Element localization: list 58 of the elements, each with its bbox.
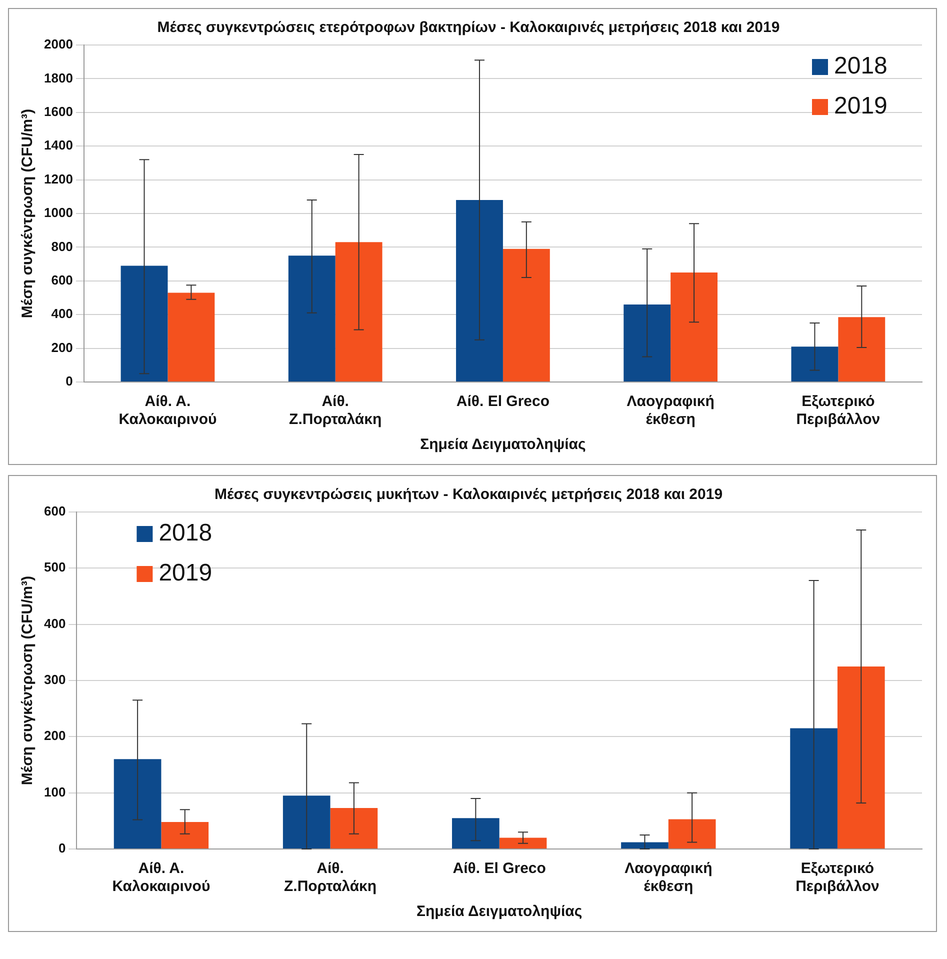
y-tick-label: 400: [44, 616, 66, 631]
bar: [282, 796, 330, 848]
bar: [670, 272, 718, 382]
y-tick-label: 0: [58, 840, 66, 856]
x-tick-label: Αίθ. Ζ.Πορταλάκη: [289, 393, 382, 428]
x-tick-label: Λαογραφική έκθεση: [624, 860, 712, 896]
y-tick-label: 500: [44, 560, 66, 575]
bar: [621, 842, 668, 848]
bar: [838, 317, 886, 382]
y-tick-label: 100: [44, 784, 66, 800]
bar: [168, 292, 215, 382]
legend-label: 2018: [834, 52, 888, 80]
chart-title: Μέσες συγκεντρώσεις μυκήτων - Καλοκαιρινές μετρήσεις 2018 και 2019: [214, 486, 723, 504]
bar: [120, 266, 168, 382]
x-tick-label: Αίθ. Ζ.Πορταλάκη: [284, 860, 377, 896]
y-tick-label: 600: [51, 272, 73, 288]
y-tick-label: 1400: [44, 138, 73, 153]
chart-title: Μέσες συγκεντρώσεις ετερότροφων βακτηρίων - Καλοκαιρινές μετρήσεις 2018 και 2019: [157, 19, 780, 36]
bar: [114, 759, 162, 848]
bar: [452, 818, 500, 848]
legend-label: 2018: [158, 520, 212, 547]
x-tick-label: Εξωτερικό Περιβάλλον: [796, 393, 880, 428]
x-tick-label: Αίθ. El Greco: [456, 393, 550, 410]
y-tick-label: 1000: [44, 205, 73, 220]
y-tick-label: 0: [66, 374, 73, 389]
bar: [668, 819, 716, 848]
legend-label: 2019: [834, 92, 888, 120]
y-axis-title: Μέση συγκέντρωση (CFU/m³): [19, 108, 36, 318]
y-tick-label: 2000: [44, 36, 73, 52]
bar: [837, 666, 885, 848]
bar: [456, 200, 503, 382]
y-tick-label: 600: [44, 504, 66, 519]
y-tick-label: 800: [51, 238, 73, 254]
y-tick-label: 200: [44, 728, 66, 744]
x-tick-label: Αίθ. Α. Καλοκαιρινού: [118, 393, 217, 428]
y-tick-label: 1600: [44, 104, 73, 119]
bar: [161, 822, 209, 848]
legend-label: 2019: [158, 560, 212, 587]
x-tick-label: Λαογραφική έκθεση: [626, 393, 714, 428]
x-tick-label: Αίθ. Α. Καλοκαιρινού: [112, 860, 210, 896]
y-tick-label: 400: [51, 306, 73, 322]
y-axis-title: Μέση συγκέντρωση (CFU/m³): [19, 576, 36, 786]
x-tick-label: Εξωτερικό Περιβάλλον: [796, 860, 880, 896]
x-axis-title: Σημεία Δειγματοληψίας: [420, 436, 586, 454]
bar: [502, 248, 550, 382]
y-tick-label: 1800: [44, 70, 73, 86]
y-tick-label: 200: [51, 340, 73, 355]
bar: [330, 808, 378, 848]
bar: [790, 728, 838, 848]
bar: [624, 304, 671, 382]
y-tick-label: 300: [44, 672, 66, 688]
x-tick-label: Αίθ. El Greco: [452, 860, 546, 878]
y-tick-label: 1200: [44, 171, 73, 186]
bar: [499, 838, 547, 848]
bar: [335, 242, 382, 382]
bar: [288, 256, 336, 382]
bar: [791, 346, 838, 382]
x-axis-title: Σημεία Δειγματοληψίας: [416, 903, 582, 920]
